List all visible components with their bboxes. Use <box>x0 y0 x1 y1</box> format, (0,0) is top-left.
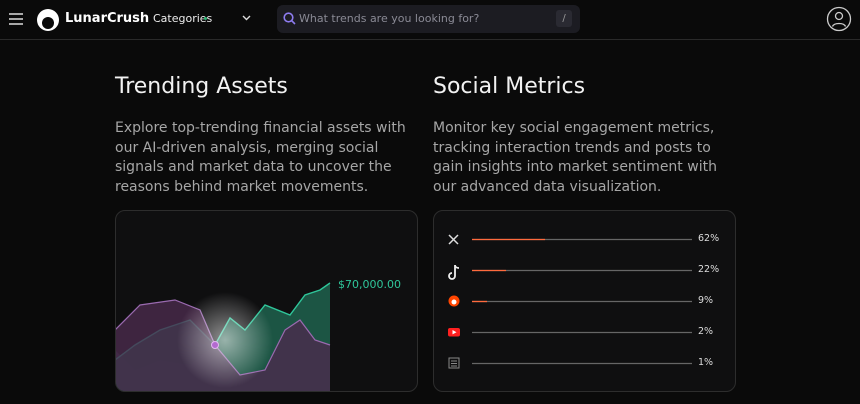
search-icon <box>283 12 296 25</box>
price-label: $70,000.00 <box>338 278 401 291</box>
menu-icon[interactable] <box>9 13 23 25</box>
user-icon[interactable] <box>826 6 852 32</box>
tiktok-icon <box>448 264 460 280</box>
metrics-rows <box>448 234 692 369</box>
status-dot <box>204 17 207 20</box>
metric-value: 2% <box>698 326 714 337</box>
top-bar: LunarCrush Categories What trends are yo… <box>0 0 860 40</box>
asset-chart <box>116 282 331 391</box>
logo[interactable] <box>36 8 60 32</box>
metrics-card: 62% 22% 9% 2% 1% <box>433 210 736 392</box>
youtube-icon <box>448 328 460 337</box>
categories-menu[interactable]: Categories <box>153 12 213 25</box>
brand[interactable]: LunarCrush <box>65 11 150 26</box>
x-icon <box>448 234 459 245</box>
news-icon <box>448 357 460 369</box>
metric-value: 9% <box>698 295 714 306</box>
chevron[interactable] <box>242 15 251 21</box>
section-description: Monitor key social engagement metrics, t… <box>433 120 717 195</box>
metric-value: 1% <box>698 357 714 368</box>
trending-card: $70,000.00 <box>115 210 418 392</box>
search-box[interactable]: What trends are you looking for? / <box>277 5 580 33</box>
section-title: Social Metrics <box>433 74 586 99</box>
metric-value: 22% <box>698 264 720 275</box>
search-placeholder: What trends are you looking for? <box>299 12 480 25</box>
section-description: Explore top-trending financial assets wi… <box>115 120 406 195</box>
search-shortcut: / <box>556 10 572 27</box>
metric-value: 62% <box>698 233 720 244</box>
reddit-icon <box>448 295 460 307</box>
section-title: Trending Assets <box>115 74 288 99</box>
